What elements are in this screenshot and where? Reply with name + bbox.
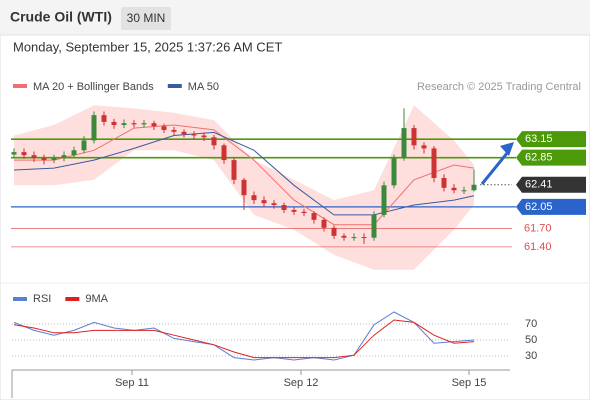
candle-body [31, 155, 37, 159]
title: Crude Oil (WTI) [10, 9, 112, 25]
candle-body [421, 145, 427, 149]
legend-swatch [13, 84, 27, 88]
candle-body [411, 128, 417, 146]
candle-body [221, 145, 227, 161]
candle-body [11, 152, 17, 155]
candle-body [351, 237, 357, 239]
candle-body [21, 152, 27, 156]
level-box [516, 176, 586, 193]
candle-body [281, 205, 287, 210]
candle-body [301, 211, 307, 214]
level-label: 63.15 [525, 133, 553, 145]
candle-body [401, 128, 407, 159]
candle-body [271, 203, 277, 206]
legend-swatch [167, 84, 182, 88]
legend-label: MA 20 + Bollinger Bands [33, 81, 154, 93]
legend-swatch [13, 297, 27, 301]
level-label: 61.70 [524, 222, 552, 234]
timeframe[interactable]: 30 MIN [127, 11, 166, 25]
x-tick-label: Sep 11 [115, 377, 149, 389]
candle-body [361, 237, 367, 239]
candle-body [371, 214, 377, 238]
candle-body [341, 235, 347, 238]
level-label: 62.05 [525, 201, 553, 213]
level-box [516, 131, 586, 148]
y-tick-label: 70 [525, 318, 537, 330]
moving-average [14, 124, 475, 226]
candle-body [461, 190, 467, 192]
timestamp: Monday, September 15, 2025 1:37:26 AM CE… [13, 39, 282, 54]
candle-body [111, 121, 117, 126]
candle-body [321, 219, 327, 228]
candle-body [311, 213, 317, 220]
candle-body [471, 184, 477, 191]
candle-body [51, 158, 57, 161]
source: Research © 2025 Trading Central [417, 81, 581, 93]
candle-body [61, 155, 67, 159]
candle-body [331, 227, 337, 236]
legend-label: RSI [33, 293, 51, 305]
level-label: 61.40 [524, 241, 552, 253]
candle-body [441, 177, 447, 188]
level-box [516, 149, 586, 166]
candle-body [381, 185, 387, 215]
candle-body [391, 158, 397, 186]
candle-body [71, 150, 77, 156]
candle-body [81, 140, 87, 151]
candle-body [231, 160, 237, 180]
forecast-arrow [480, 151, 510, 185]
candle-body [451, 187, 457, 191]
candle-body [431, 148, 437, 178]
moving-average [13, 131, 475, 216]
candle-body [41, 158, 47, 161]
level-label: 62.85 [525, 152, 553, 164]
candle-body [261, 200, 267, 204]
y-tick-label: 30 [525, 350, 537, 362]
y-tick-label: 50 [525, 334, 537, 346]
x-tick-label: Sep 12 [284, 377, 319, 389]
forecast-arrow-head [500, 142, 514, 156]
candle-body [121, 123, 127, 126]
candle-body [171, 129, 177, 132]
header-bar [0, 0, 590, 35]
legend-label: 9MA [85, 293, 108, 305]
candle-body [211, 137, 217, 146]
indicator-line [13, 311, 475, 361]
candle-body [201, 135, 207, 138]
candle-body [161, 126, 167, 130]
legend-swatch [65, 297, 80, 301]
timeframe-tab[interactable] [121, 7, 171, 30]
candle-body [241, 179, 247, 196]
indicator-line [13, 319, 475, 359]
candle-body [181, 131, 187, 135]
x-tick-label: Sep 15 [452, 377, 487, 389]
candle-body [151, 123, 157, 127]
candle-body [251, 195, 257, 201]
candle-body [91, 115, 97, 141]
legend-label: MA 50 [188, 81, 219, 93]
level-label: 62.41 [525, 179, 553, 191]
candle-body [141, 123, 147, 125]
candle-body [131, 123, 137, 125]
candle-body [101, 115, 107, 122]
level-box [516, 198, 586, 215]
candle-body [191, 134, 197, 136]
candle-body [291, 209, 297, 212]
